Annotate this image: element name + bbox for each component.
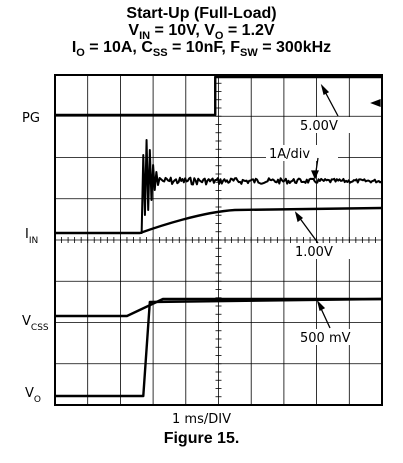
channel-label-vo: VO xyxy=(25,386,41,405)
timebase-label: 1 ms/DIV xyxy=(0,412,403,427)
arrowhead-pg xyxy=(322,86,328,94)
arrowhead-vo xyxy=(318,302,324,310)
channel-label-iin: IIN xyxy=(25,227,38,246)
scale-label-vo: 500 mV xyxy=(300,331,351,346)
channel-label-vcss: VCSS xyxy=(22,314,49,333)
scale-label-pg: 5.00V xyxy=(300,119,338,134)
figure-caption: Figure 15. xyxy=(0,430,403,448)
arrowhead-iin xyxy=(312,171,318,178)
trigger-marker-icon xyxy=(372,100,380,106)
scale-label-iin: 1A/div xyxy=(269,147,310,162)
channel-label-pg: PG xyxy=(22,111,40,126)
scale-label-vcss: 1.00V xyxy=(295,245,333,260)
